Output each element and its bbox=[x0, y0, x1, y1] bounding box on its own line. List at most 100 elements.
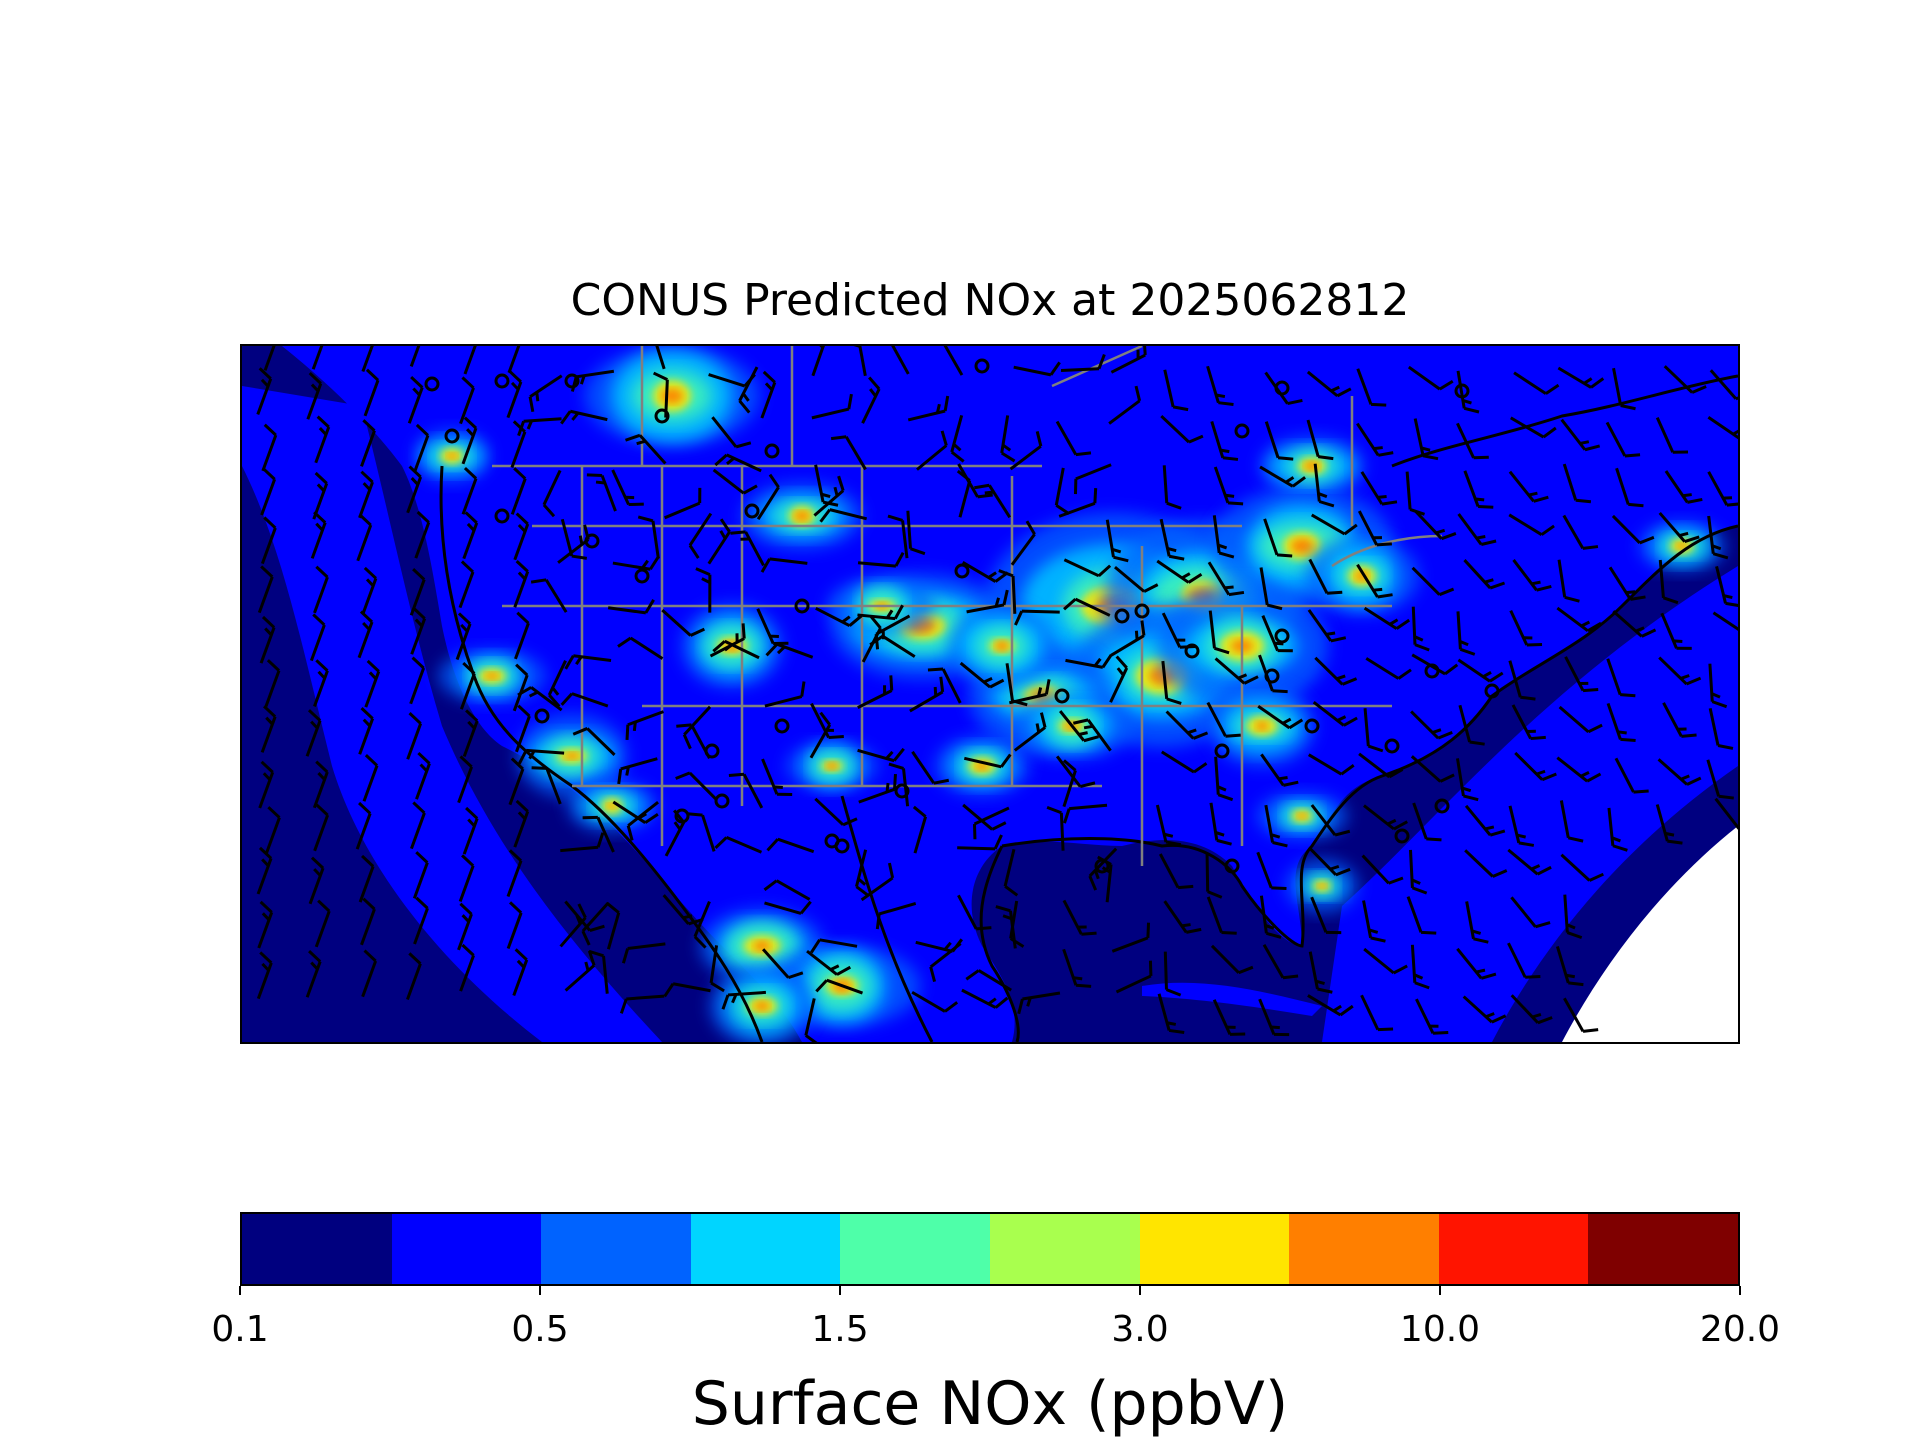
wind-barb bbox=[1463, 470, 1494, 509]
wind-barb bbox=[306, 371, 323, 420]
wind-barb bbox=[560, 518, 588, 560]
wind-barb bbox=[1462, 995, 1507, 1024]
wind-barb bbox=[605, 901, 621, 950]
wind-barb bbox=[911, 750, 950, 785]
wind-barb bbox=[313, 565, 329, 614]
wind-barb bbox=[1306, 419, 1334, 461]
wind-barb bbox=[974, 483, 1012, 519]
wind-barb bbox=[855, 849, 870, 898]
wind-barb bbox=[1410, 944, 1430, 990]
wind-barb bbox=[1063, 597, 1111, 617]
hotspot-cluster bbox=[935, 736, 1029, 796]
wind-barb bbox=[956, 469, 972, 518]
wind-barb bbox=[1510, 416, 1557, 439]
wind-barb bbox=[1156, 559, 1203, 584]
wind-barb bbox=[1363, 804, 1408, 831]
hotspot-cluster bbox=[584, 346, 760, 446]
wind-barb bbox=[1408, 849, 1428, 895]
wind-barb bbox=[410, 607, 427, 655]
wind-barb bbox=[1213, 466, 1244, 506]
wind-barb bbox=[1310, 804, 1351, 837]
wind-barb bbox=[314, 415, 331, 464]
wind-barb bbox=[909, 676, 945, 713]
wind-barb bbox=[257, 565, 274, 614]
wind-barb bbox=[1000, 415, 1016, 463]
wind-barb bbox=[1557, 559, 1580, 603]
wind-barb bbox=[1511, 704, 1546, 741]
calm-wind-marker bbox=[444, 428, 460, 444]
wind-barb bbox=[360, 897, 376, 946]
wind-barb bbox=[617, 757, 658, 785]
wind-barb bbox=[1606, 702, 1636, 742]
wind-barb bbox=[542, 469, 562, 518]
wind-barb bbox=[458, 854, 475, 903]
wind-barb bbox=[1312, 701, 1358, 727]
wind-barb bbox=[515, 704, 531, 753]
wind-barb bbox=[995, 905, 1017, 949]
calm-wind-marker bbox=[494, 373, 510, 389]
wind-barb bbox=[1062, 899, 1097, 936]
wind-barb bbox=[756, 473, 780, 521]
wind-barb bbox=[1072, 718, 1112, 752]
calm-wind-marker bbox=[634, 568, 650, 584]
colorbar-tick-label: 0.1 bbox=[211, 1309, 269, 1350]
wind-barb bbox=[1356, 422, 1394, 457]
wind-barb bbox=[1564, 656, 1599, 693]
wind-barb bbox=[814, 464, 839, 507]
wind-barb bbox=[1457, 658, 1504, 683]
wind-barb bbox=[1060, 353, 1106, 372]
wind-barb bbox=[738, 366, 759, 414]
calm-wind-marker bbox=[774, 718, 790, 734]
wind-barb bbox=[1455, 758, 1479, 802]
wind-barb bbox=[998, 569, 1017, 614]
wind-barb bbox=[1310, 896, 1342, 935]
wind-barb bbox=[1307, 753, 1355, 776]
wind-barb bbox=[1412, 802, 1442, 842]
calm-wind-marker bbox=[1454, 383, 1470, 399]
wind-barb bbox=[1411, 566, 1455, 597]
wind-barb bbox=[457, 755, 474, 804]
wind-barb bbox=[1706, 759, 1734, 800]
wind-barb bbox=[459, 943, 476, 992]
wind-barb bbox=[721, 990, 766, 1010]
wind-barb bbox=[1512, 559, 1552, 592]
wind-barb bbox=[1210, 420, 1239, 461]
wind-barb bbox=[850, 346, 867, 377]
wind-barb bbox=[760, 557, 808, 573]
hotspot-cluster bbox=[438, 649, 546, 703]
wind-barb bbox=[663, 982, 711, 998]
wind-barb bbox=[763, 879, 811, 901]
calm-wind-marker bbox=[764, 443, 780, 459]
wind-barb bbox=[1557, 366, 1605, 389]
wind-barb bbox=[1206, 701, 1241, 738]
wind-barb bbox=[1206, 365, 1234, 406]
wind-barb bbox=[1707, 471, 1738, 507]
wind-barb bbox=[1612, 367, 1636, 411]
wind-barb bbox=[462, 511, 479, 560]
wind-barb bbox=[305, 709, 322, 757]
wind-barb bbox=[459, 661, 476, 710]
colorbar-tick bbox=[1739, 1286, 1741, 1295]
wind-barb bbox=[966, 589, 1009, 614]
calm-wind-marker bbox=[704, 743, 720, 759]
wind-barb bbox=[1362, 900, 1386, 943]
wind-barb bbox=[1062, 759, 1077, 808]
wind-barb bbox=[1410, 710, 1453, 740]
wind-barb bbox=[514, 611, 530, 660]
wind-barb bbox=[830, 435, 867, 471]
calm-wind-marker bbox=[1094, 858, 1110, 874]
wind-barb bbox=[1014, 609, 1060, 626]
wind-barb bbox=[413, 896, 429, 945]
wind-barb bbox=[1360, 994, 1394, 1032]
hotspot-cluster bbox=[786, 741, 878, 791]
wind-barb bbox=[1258, 998, 1290, 1037]
wind-barb bbox=[1262, 944, 1299, 980]
wind-barb bbox=[361, 566, 378, 615]
wind-barb bbox=[1160, 750, 1208, 774]
wind-barb bbox=[869, 634, 916, 658]
colorbar-segment bbox=[989, 1214, 1140, 1284]
wind-barb bbox=[1411, 606, 1430, 652]
wind-barb bbox=[1063, 558, 1112, 578]
wind-barb bbox=[688, 512, 713, 559]
calm-wind-marker bbox=[1264, 668, 1280, 684]
